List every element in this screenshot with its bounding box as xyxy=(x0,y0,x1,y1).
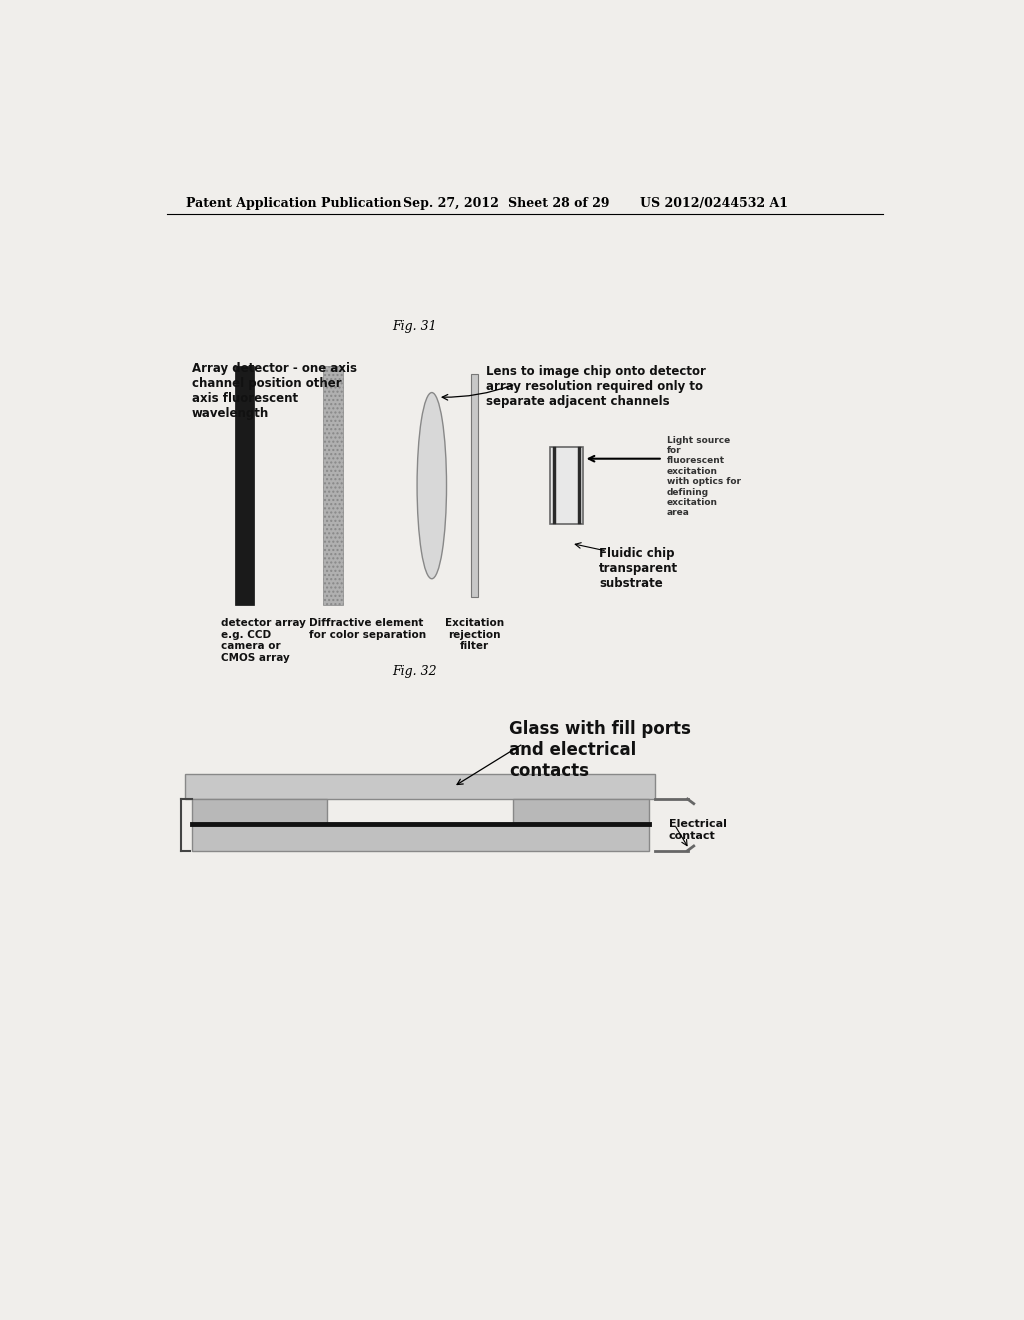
Text: US 2012/0244532 A1: US 2012/0244532 A1 xyxy=(640,197,787,210)
Bar xyxy=(191,824,649,850)
Text: Sheet 28 of 29: Sheet 28 of 29 xyxy=(508,197,609,210)
Bar xyxy=(550,447,583,524)
Text: Glass with fill ports
and electrical
contacts: Glass with fill ports and electrical con… xyxy=(509,721,691,780)
Text: Sep. 27, 2012: Sep. 27, 2012 xyxy=(403,197,499,210)
Ellipse shape xyxy=(417,392,446,578)
Bar xyxy=(513,799,649,824)
Bar xyxy=(578,447,581,524)
Text: Diffractive element
for color separation: Diffractive element for color separation xyxy=(309,618,426,640)
Text: Patent Application Publication: Patent Application Publication xyxy=(186,197,401,210)
Bar xyxy=(324,367,343,605)
Bar xyxy=(185,775,655,799)
Bar xyxy=(553,447,556,524)
Text: Electrical
contact: Electrical contact xyxy=(669,818,727,841)
Text: detector array
e.g. CCD
camera or
CMOS array: detector array e.g. CCD camera or CMOS a… xyxy=(221,618,306,663)
Bar xyxy=(234,367,254,605)
Bar xyxy=(471,374,477,597)
Text: Fluidic chip
transparent
substrate: Fluidic chip transparent substrate xyxy=(599,548,678,590)
Bar xyxy=(191,799,328,824)
Text: Light source
for
fluorescent
excitation
with optics for
defining
excitation
area: Light source for fluorescent excitation … xyxy=(667,436,740,517)
Text: Lens to image chip onto detector
array resolution required only to
separate adja: Lens to image chip onto detector array r… xyxy=(486,364,706,408)
Text: Array detector - one axis
channel position other
axis fluorescent
wavelength: Array detector - one axis channel positi… xyxy=(191,363,356,421)
Text: Fig. 31: Fig. 31 xyxy=(392,319,437,333)
Text: Excitation
rejection
filter: Excitation rejection filter xyxy=(444,618,504,651)
Text: Fig. 32: Fig. 32 xyxy=(392,665,437,677)
